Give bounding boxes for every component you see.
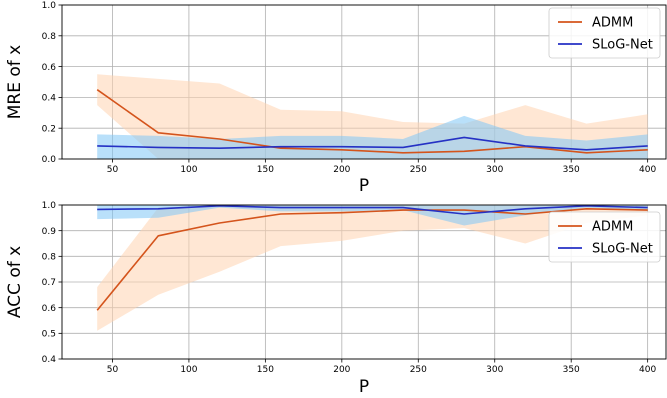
y-tick-label: 0.7	[42, 278, 56, 288]
series-line-slog-net	[97, 136, 648, 151]
legend-box	[548, 7, 661, 59]
legend-label-slog-net: SLoG-Net	[592, 38, 653, 53]
x-tick-label: 200	[333, 365, 350, 375]
x-tick-label: 350	[563, 365, 580, 375]
y-tick-label: 0.4	[42, 355, 57, 365]
axes-frame	[61, 4, 667, 160]
x-tick-label: 400	[639, 165, 656, 175]
y-tick-label: 0.0	[42, 155, 57, 165]
mre-panel: 50 100 150 200 250 300 350 400 0.0 0.2 0.4 0.6 0.8 1.…	[5, 1, 667, 196]
legend-box	[548, 211, 661, 263]
legend-label-slog-net: SLoG-Net	[592, 242, 653, 257]
x-tick-label: 200	[333, 165, 350, 175]
acc-panel: 50 100 150 200 250 300 350 400 0.4 0.5 0.6 0.7 0.8 0.…	[5, 201, 667, 397]
y-tick-label: 0.6	[42, 304, 57, 314]
y-tick-label: 0.6	[42, 63, 57, 73]
x-axis-label: P	[359, 176, 369, 196]
y-tick-label: 0.5	[42, 330, 56, 340]
y-tick-label: 0.2	[42, 124, 56, 134]
x-tick-label: 400	[639, 365, 656, 375]
x-tick-label: 300	[486, 165, 503, 175]
y-tick-label: 1.0	[42, 1, 57, 11]
y-tick-label: 1.0	[42, 201, 57, 211]
x-tick-label: 100	[180, 165, 197, 175]
x-tick-label: 150	[257, 365, 274, 375]
y-axis-label: MRE of x	[5, 45, 25, 119]
x-tick-label: 250	[410, 365, 427, 375]
x-tick-label: 300	[486, 365, 503, 375]
x-tick-label: 150	[257, 165, 274, 175]
x-tick-label: 350	[563, 165, 580, 175]
band-admm	[97, 205, 648, 331]
x-tick-label: 50	[107, 365, 119, 375]
y-tick-label: 0.8	[42, 32, 57, 42]
y-axis-label: ACC of x	[5, 246, 25, 318]
x-tick-label: 250	[410, 165, 427, 175]
series-line-slog-net	[97, 205, 648, 215]
y-tick-label: 0.9	[42, 227, 57, 237]
x-tick-label: 100	[180, 365, 197, 375]
legend-label-admm: ADMM	[592, 16, 633, 31]
x-axis-label: P	[359, 377, 369, 397]
series-line-admm	[96, 89, 648, 154]
y-tick-label: 0.8	[42, 253, 57, 263]
y-tick-label: 0.4	[42, 94, 57, 104]
legend-label-admm: ADMM	[592, 220, 633, 235]
x-tick-label: 50	[107, 165, 119, 175]
series-line-admm	[96, 208, 648, 311]
